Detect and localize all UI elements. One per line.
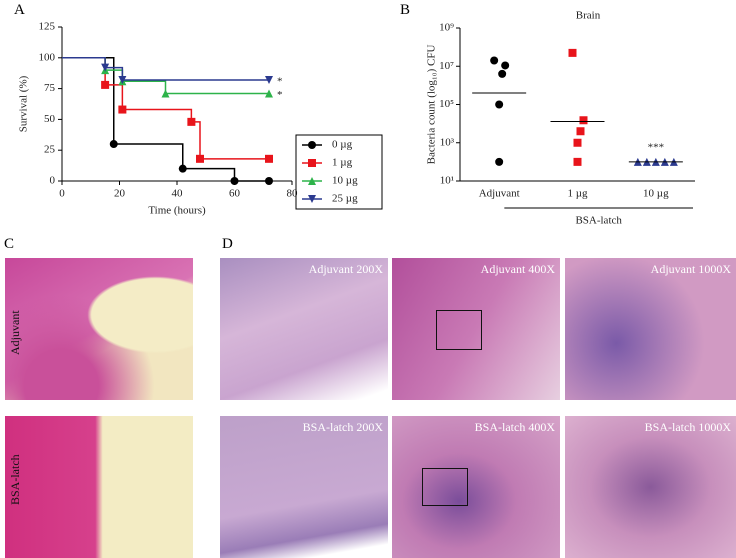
- marker: [498, 69, 507, 78]
- marker: [230, 177, 239, 185]
- marker: [196, 154, 204, 163]
- marker: [101, 80, 110, 89]
- x-tick-label: 40: [172, 188, 184, 200]
- marker: [308, 141, 316, 149]
- y-tick-label: 125: [39, 21, 56, 33]
- y-axis-label: Survival (%): [18, 75, 30, 132]
- marker: [495, 157, 504, 166]
- charts: 0 25 50 75 100 125 0 20 40 60 80 Time (hours) Surviv…: [18, 10, 695, 227]
- x-axis-label: Time (hours): [148, 205, 206, 217]
- row-label: Adjuvant: [8, 310, 22, 355]
- x-tick-label: 60: [229, 188, 241, 200]
- legend-label: 1 µg: [332, 157, 353, 169]
- y-tick-label: 10³: [440, 136, 455, 148]
- panel-letter: D: [222, 236, 233, 252]
- marker: [308, 195, 316, 203]
- y-tick-label: 50: [44, 113, 56, 125]
- legend-label: 0 µg: [332, 139, 353, 151]
- marker: [501, 61, 510, 70]
- histology-image: BSA-latch 200X: [220, 416, 388, 558]
- marker: [265, 177, 273, 185]
- caption: BSA-latch 200X: [302, 420, 383, 434]
- marker: [265, 75, 273, 84]
- panel-letter: A: [14, 2, 25, 18]
- histology-image: [5, 416, 193, 558]
- histology-image: BSA-latch 1000X: [565, 416, 736, 558]
- annotation: *: [277, 89, 283, 101]
- y-tick-label: 10⁷: [439, 60, 454, 72]
- marker: [573, 138, 582, 147]
- annotation: ***: [648, 141, 665, 153]
- caption: Adjuvant 400X: [480, 262, 555, 276]
- marker: [308, 159, 316, 167]
- y-tick-label: 0: [50, 175, 56, 187]
- histology-image: [5, 258, 193, 400]
- x-tick-label: Adjuvant: [479, 188, 520, 200]
- histology-image: Adjuvant 400X: [392, 258, 560, 400]
- panel-letter: C: [4, 236, 15, 252]
- y-tick-label: 75: [44, 82, 56, 94]
- row-label: BSA-latch: [8, 454, 22, 505]
- legend-label: 25 µg: [332, 193, 358, 205]
- marker: [579, 116, 588, 125]
- marker: [178, 164, 187, 173]
- chart-title: Brain: [576, 10, 601, 22]
- marker: [490, 56, 499, 65]
- marker: [118, 75, 127, 84]
- caption: BSA-latch 1000X: [644, 420, 731, 434]
- marker: [576, 127, 585, 136]
- survival-line: [62, 57, 269, 182]
- histology-image: BSA-latch 400X: [392, 416, 560, 558]
- x-tick-label: 10 µg: [643, 188, 669, 200]
- marker: [101, 63, 110, 72]
- marker: [495, 100, 504, 109]
- marker: [573, 157, 582, 166]
- zoom-box: [436, 310, 482, 350]
- marker: [265, 89, 273, 98]
- marker: [118, 105, 127, 114]
- histology-image: Adjuvant 200X: [220, 258, 388, 400]
- marker: [265, 154, 273, 163]
- y-tick-label: 25: [44, 144, 56, 156]
- y-tick-label: 100: [39, 51, 56, 63]
- caption: BSA-latch 400X: [474, 420, 555, 434]
- histology-image: Adjuvant 1000X: [565, 258, 736, 400]
- marker: [161, 89, 170, 98]
- survival-line: [62, 57, 269, 95]
- zoom-box: [422, 468, 468, 506]
- x-tick-label: 80: [287, 188, 299, 200]
- y-tick-label: 10⁹: [439, 22, 454, 34]
- group-label: BSA-latch: [575, 215, 622, 227]
- legend-box: [295, 134, 383, 210]
- panel-letter: B: [400, 2, 411, 18]
- y-tick-label: 10¹: [440, 175, 454, 187]
- x-tick-label: 1 µg: [567, 188, 588, 200]
- annotation: *: [277, 76, 283, 88]
- legend-label: 10 µg: [332, 175, 358, 187]
- marker: [568, 48, 577, 57]
- x-tick-label: 20: [114, 188, 126, 200]
- marker: [109, 140, 118, 149]
- caption: Adjuvant 1000X: [650, 262, 731, 276]
- marker: [187, 117, 196, 126]
- y-tick-label: 10⁵: [439, 98, 454, 110]
- x-tick-label: 0: [59, 188, 65, 200]
- y-axis-label: Bacteria count (log₁₀) CFU: [426, 45, 438, 165]
- marker: [308, 177, 316, 185]
- caption: Adjuvant 200X: [308, 262, 383, 276]
- survival-line: [62, 57, 269, 81]
